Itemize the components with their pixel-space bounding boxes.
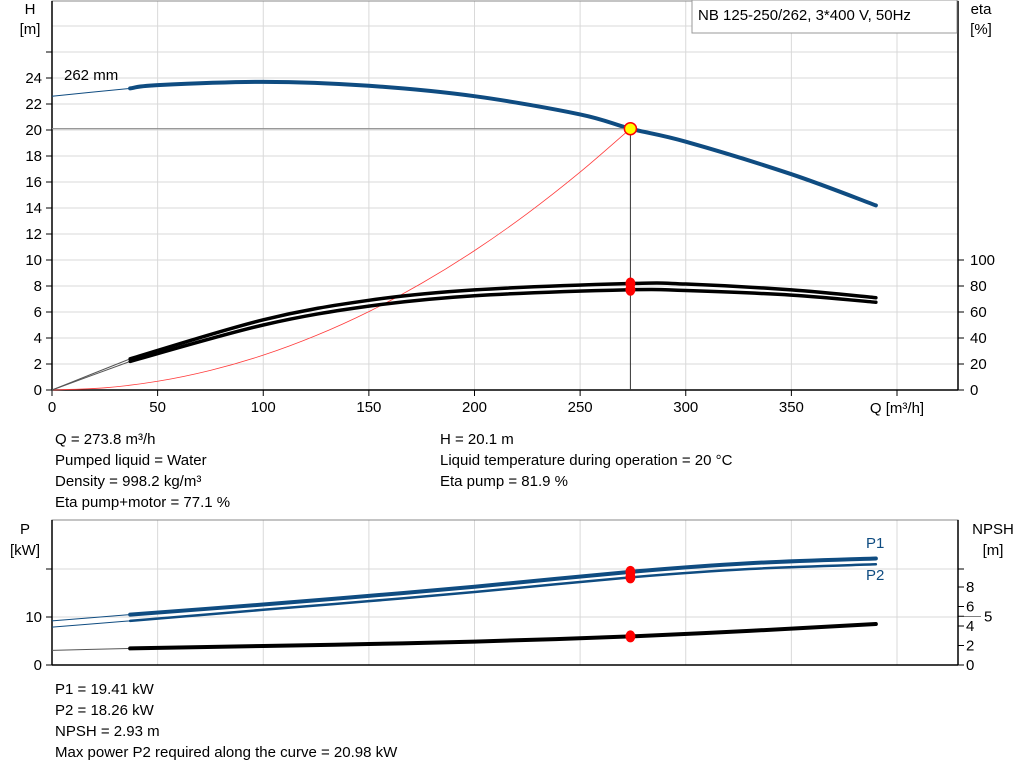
info-temperature: Liquid temperature during operation = 20… bbox=[440, 452, 733, 469]
h-tick-label: 6 bbox=[34, 304, 42, 321]
npsh-marker bbox=[625, 630, 636, 643]
info-density: Density = 998.2 kg/m³ bbox=[55, 473, 202, 490]
q-tick-label: 150 bbox=[356, 399, 381, 416]
legend-box-text: NB 125-250/262, 3*400 V, 50Hz bbox=[698, 7, 911, 24]
npsh-tick-label: 5 bbox=[984, 608, 992, 625]
p1-curve-extrapolated bbox=[51, 614, 131, 622]
info-head: H = 20.1 m bbox=[440, 431, 514, 448]
p2-series-label: P2 bbox=[866, 567, 884, 584]
eta-tick-label: 100 bbox=[970, 252, 995, 269]
system-curve bbox=[51, 128, 631, 391]
q-tick-label: 350 bbox=[779, 399, 804, 416]
eta-tick-label: 40 bbox=[970, 330, 987, 347]
h-tick-label: 0 bbox=[34, 382, 42, 399]
h-tick-label: 10 bbox=[25, 252, 42, 269]
bottom-plot-frame bbox=[51, 519, 959, 666]
npsh-curve bbox=[128, 622, 878, 651]
info-max-power: Max power P2 required along the curve = … bbox=[55, 744, 398, 761]
q-tick-label: 50 bbox=[149, 399, 166, 416]
h-tick-label: 2 bbox=[34, 356, 42, 373]
p2-marker bbox=[625, 571, 636, 584]
h-tick-label: 16 bbox=[25, 174, 42, 191]
operating-point-marker bbox=[623, 121, 638, 136]
eta-pump-curve bbox=[128, 281, 878, 361]
npsh-axis-label: NPSH bbox=[972, 521, 1014, 538]
info-p2: P2 = 18.26 kW bbox=[55, 702, 154, 719]
eta-axis-unit: [%] bbox=[970, 21, 992, 38]
p-tick-label: 0 bbox=[34, 657, 42, 674]
info-flow: Q = 273.8 m³/h bbox=[55, 431, 156, 448]
q-tick-label: 300 bbox=[673, 399, 698, 416]
head-curve-extrapolated bbox=[51, 87, 131, 97]
head-curve bbox=[128, 79, 878, 208]
info-top-right: H = 20.1 m Liquid temperature during ope… bbox=[440, 429, 732, 492]
h-tick-label: 8 bbox=[34, 278, 42, 295]
h-axis-label: H bbox=[25, 1, 36, 18]
p2-curve bbox=[128, 563, 878, 623]
legend-box bbox=[691, 0, 958, 34]
p-axis-unit: [kW] bbox=[10, 542, 40, 559]
p-tick-label: 10 bbox=[25, 609, 42, 626]
npsh-tick-label: 2 bbox=[966, 638, 974, 655]
eta-tick-label: 60 bbox=[970, 304, 987, 321]
info-npsh: NPSH = 2.93 m bbox=[55, 723, 160, 740]
h-tick-label: 20 bbox=[25, 122, 42, 139]
impeller-diameter-label: 262 mm bbox=[64, 67, 118, 84]
eta-pump-motor-curve-extrapolated bbox=[51, 360, 131, 391]
eta-tick-label: 80 bbox=[970, 278, 987, 295]
h-tick-label: 22 bbox=[25, 96, 42, 113]
p2-curve-extrapolated bbox=[51, 620, 131, 628]
p1-curve bbox=[128, 556, 878, 617]
npsh-axis-unit: [m] bbox=[983, 542, 1004, 559]
q-tick-label: 200 bbox=[462, 399, 487, 416]
h-tick-label: 24 bbox=[25, 70, 42, 87]
npsh-curve-extrapolated bbox=[51, 647, 131, 651]
eta-tick-label: 0 bbox=[970, 382, 978, 399]
h-tick-label: 18 bbox=[25, 148, 42, 165]
eta-pump-motor-curve bbox=[128, 287, 878, 364]
top-plot-frame bbox=[51, 0, 959, 391]
q-tick-label: 0 bbox=[48, 399, 56, 416]
h-axis-unit: [m] bbox=[20, 21, 41, 38]
h-tick-label: 12 bbox=[25, 226, 42, 243]
info-liquid: Pumped liquid = Water bbox=[55, 452, 207, 469]
q-tick-label: 250 bbox=[568, 399, 593, 416]
p1-series-label: P1 bbox=[866, 535, 884, 552]
h-tick-label: 4 bbox=[34, 330, 42, 347]
q-tick-label: 100 bbox=[251, 399, 276, 416]
p-axis-label: P bbox=[20, 521, 30, 538]
eta-axis-label: eta bbox=[971, 1, 993, 18]
eta-tick-label: 20 bbox=[970, 356, 987, 373]
q-axis-label: Q [m³/h] bbox=[870, 400, 924, 417]
npsh-tick-label: 8 bbox=[966, 579, 974, 596]
info-eta-pump: Eta pump = 81.9 % bbox=[440, 473, 568, 490]
info-top-left: Q = 273.8 m³/h Pumped liquid = Water Den… bbox=[55, 429, 230, 513]
info-bottom: P1 = 19.41 kW P2 = 18.26 kW NPSH = 2.93 … bbox=[55, 679, 397, 763]
npsh-tick-label: 6 bbox=[966, 599, 974, 616]
eta-pump-motor-marker bbox=[625, 283, 636, 296]
info-eta-pump-motor: Eta pump+motor = 77.1 % bbox=[55, 494, 231, 511]
info-p1: P1 = 19.41 kW bbox=[55, 681, 154, 698]
npsh-tick-label: 0 bbox=[966, 657, 974, 674]
h-tick-label: 14 bbox=[25, 200, 42, 217]
npsh-tick-label: 4 bbox=[966, 618, 974, 635]
